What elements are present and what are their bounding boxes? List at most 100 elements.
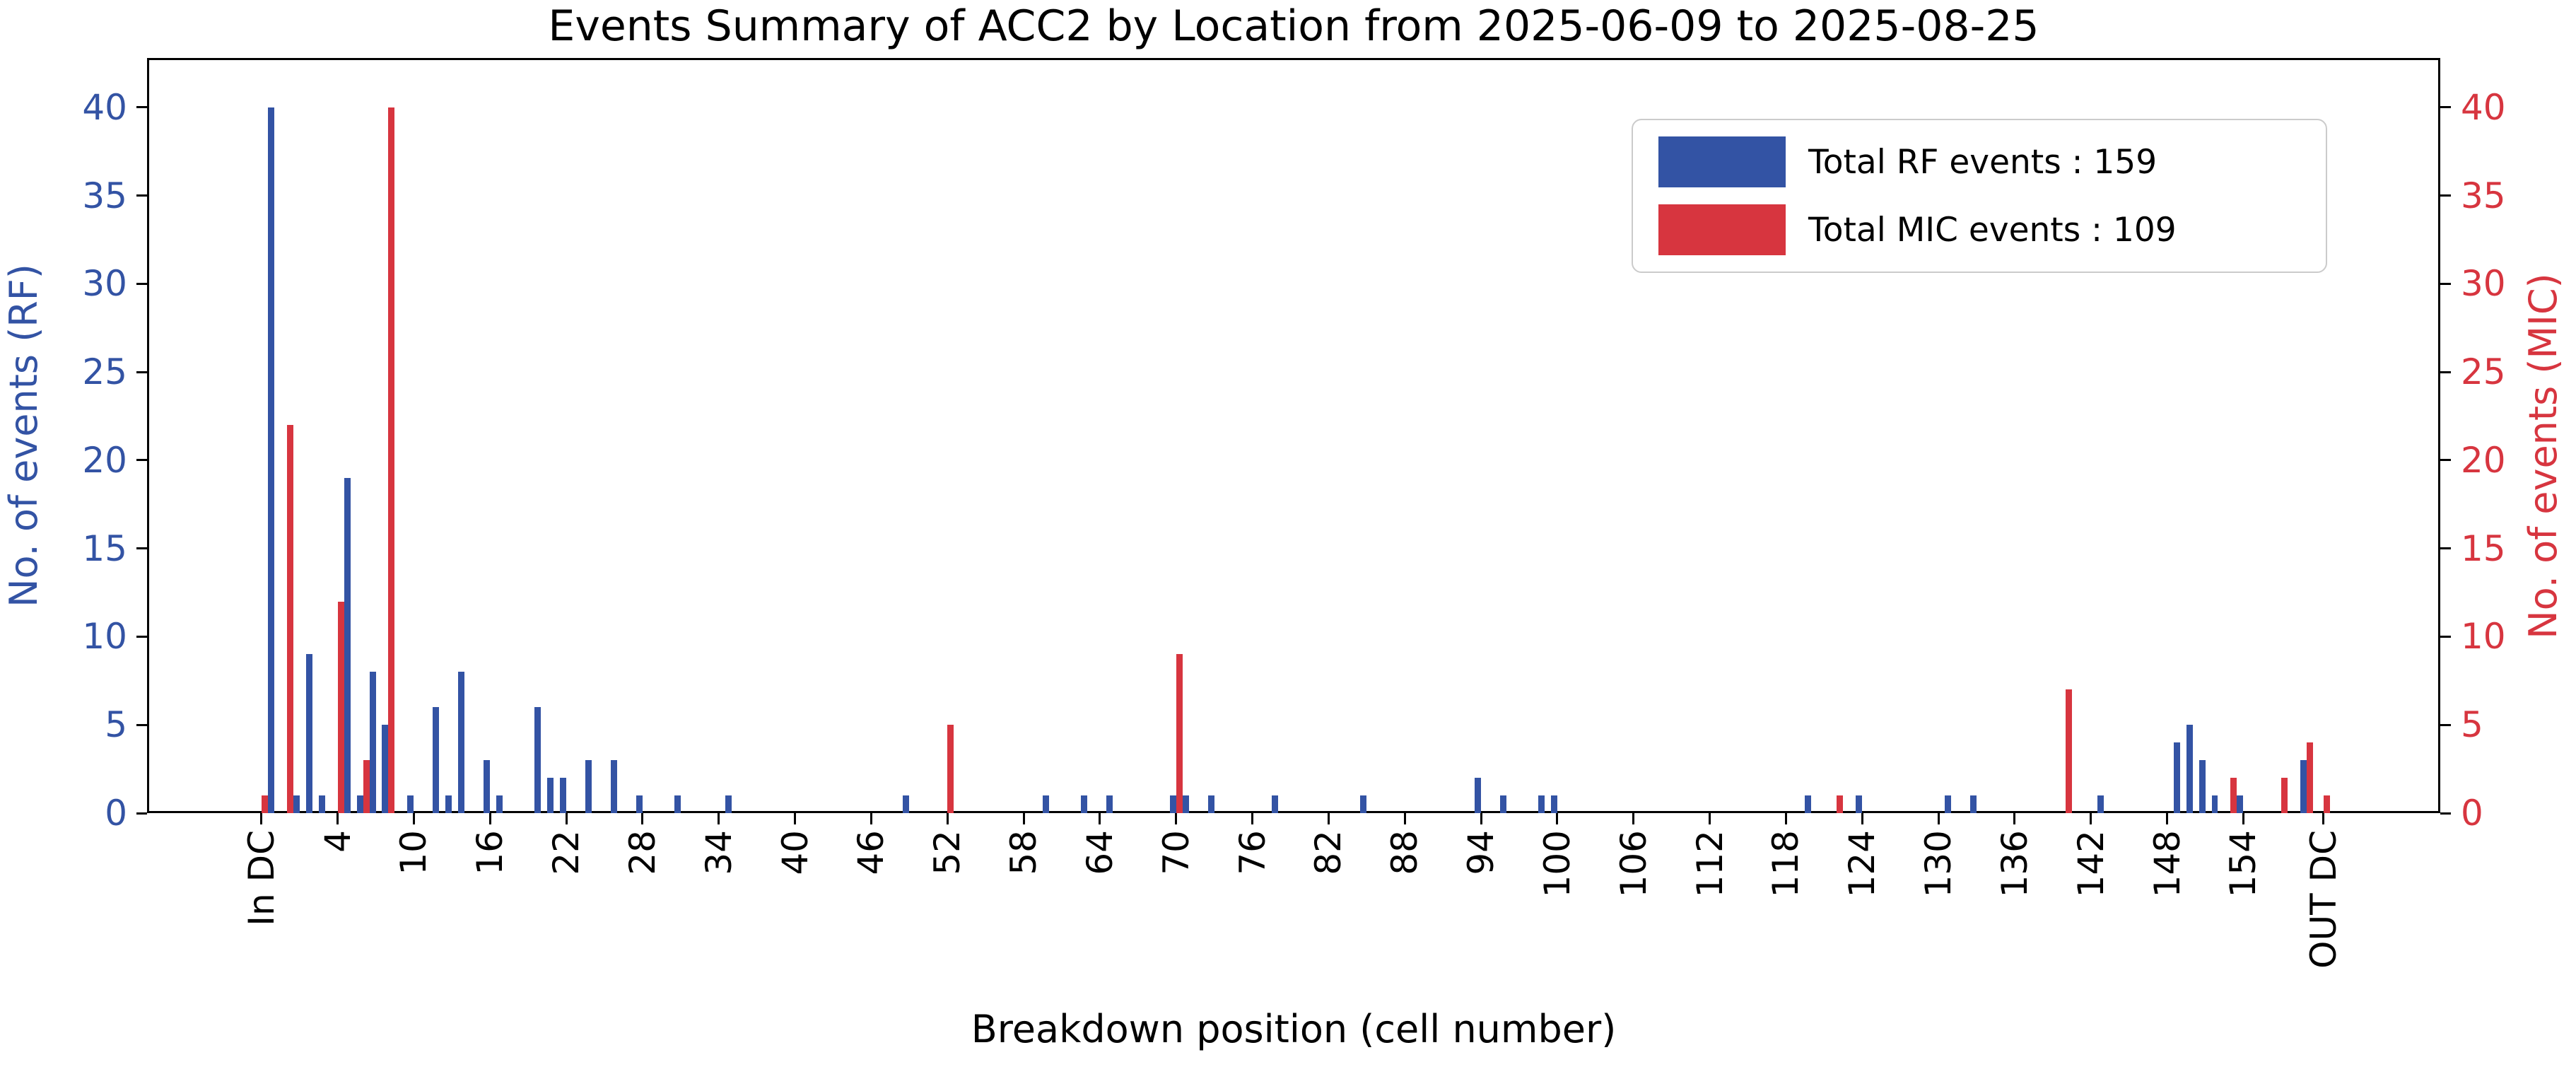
legend-label-rf: Total RF events : 159 [1808,142,2158,182]
x-tick-label-text: 154 [2223,830,2264,898]
x-tick-mark-112 [1709,813,1711,824]
x-tick-mark-88 [1403,813,1406,824]
bar-rf-72 [1207,795,1214,813]
x-tick-mark-58 [1022,813,1025,824]
bar-rf-142 [2097,795,2104,813]
x-tick-mark-142 [2090,813,2092,824]
bar-rf-77 [1271,795,1278,813]
bar-rf-5 [356,795,363,813]
bar-rf-95 [1500,795,1507,813]
x-tick-label-text: 34 [698,830,739,875]
bar-rf-27 [636,795,643,813]
x-tick-mark-76 [1251,813,1254,824]
y-tick-label-left-25: 25 [82,351,127,393]
y-tick-label-right-35: 35 [2461,175,2506,216]
x-tick-label-text: 58 [1003,830,1045,875]
x-tick-mark-4 [336,813,339,824]
y-tick-label-left-15: 15 [82,527,127,569]
bar-rf-149 [2186,725,2193,813]
bar-rf-19 [534,707,541,813]
x-tick-label-text: 52 [927,830,968,875]
x-tick-mark-100 [1556,813,1559,824]
x-tick-label-text: 106 [1612,830,1654,898]
bar-rf-153 [2237,795,2244,813]
y-tick-label-right-5: 5 [2461,704,2483,746]
x-tick-mark-46 [870,813,872,824]
bar-rf-0 [293,795,300,813]
bar-mic--2 [261,795,268,813]
bar-rf-59 [1043,795,1050,813]
y-tick-mark-left-20 [136,459,147,462]
x-tick-mark-10 [412,813,415,824]
x-tick-mark-82 [1327,813,1330,824]
y-tick-label-left-5: 5 [105,704,127,746]
y-tick-label-left-20: 20 [82,439,127,481]
x-tick-label-text: 136 [1994,830,2035,898]
y-tick-mark-left-25 [136,371,147,373]
x-tick-label-text: 142 [2070,830,2112,898]
legend: Total RF events : 159 Total MIC events :… [1632,119,2327,273]
bar-rf-158 [2300,760,2307,813]
y-tick-mark-right-40 [2440,106,2451,109]
legend-label-mic: Total MIC events : 109 [1808,210,2177,250]
x-tick-label-text: 88 [1384,830,1426,875]
y-tick-label-left-10: 10 [82,616,127,658]
bar-rf-98 [1538,795,1545,813]
bar-rf-64 [1106,795,1113,813]
x-tick-mark-136 [2013,813,2016,824]
x-tick-mark-52 [946,813,949,824]
x-tick-mark-124 [1861,813,1863,824]
bar-mic-0 [286,425,293,813]
legend-swatch-mic [1658,204,1786,255]
y-tick-mark-right-10 [2440,635,2451,638]
bar-rf-13 [458,672,465,813]
bar-rf-2 [318,795,325,813]
bar-rf-21 [560,778,567,813]
bar-mic-140 [2065,689,2072,813]
y-tick-label-right-10: 10 [2461,616,2506,658]
x-tick-label-text: OUT DC [2302,830,2344,969]
bar-rf-7 [382,725,389,813]
x-tick-label-text: 4 [317,830,358,853]
x-axis-label: Breakdown position (cell number) [971,1007,1617,1051]
x-tick-label-text: 46 [850,830,892,875]
bar-mic-122 [1837,795,1844,813]
y-tick-label-right-0: 0 [2461,793,2483,834]
y-tick-label-left-40: 40 [82,86,127,128]
x-tick-mark-34 [718,813,720,824]
x-tick-label-text: 64 [1079,830,1120,875]
y-tick-label-right-20: 20 [2461,439,2506,481]
x-tick-label-text: 22 [546,830,587,875]
y-tick-mark-right-20 [2440,459,2451,462]
x-tick-label-text: 16 [469,830,511,875]
chart-title: Events Summary of ACC2 by Location from … [548,1,2039,51]
x-tick-label-text: In DC [240,830,282,926]
bar-rf-123 [1856,795,1863,813]
bar-rf-130 [1945,795,1952,813]
y-axis-label-right-text: No. of events (MIC) [2521,273,2565,639]
y-tick-label-left-35: 35 [82,175,127,216]
x-tick-label-text: 28 [621,830,663,875]
x-tick-label-text: 82 [1308,830,1350,875]
x-tick-label-text: 40 [774,830,816,875]
y-tick-mark-left-5 [136,723,147,726]
bar-rf-15 [484,760,491,813]
bar-mic-159 [2307,742,2314,813]
y-tick-mark-left-30 [136,282,147,285]
x-tick-mark-106 [1632,813,1635,824]
legend-swatch-rf [1658,136,1786,187]
bar-mic-4 [337,601,344,813]
bar-rf-48 [903,795,910,813]
bar-rf-12 [445,795,452,813]
x-tick-mark-16 [488,813,491,824]
bar-rf-132 [1970,795,1977,813]
bar-rf-16 [496,795,503,813]
bar-rf-23 [585,760,592,813]
x-tick-label-text: 70 [1155,830,1197,875]
x-tick-mark-154 [2242,813,2244,824]
x-tick-label-text: 148 [2146,830,2188,898]
bar-rf-4 [344,477,351,813]
x-tick-label-text: 124 [1842,830,1883,898]
x-tick-label-text: 118 [1765,830,1807,898]
y-tick-mark-right-0 [2440,812,2451,815]
